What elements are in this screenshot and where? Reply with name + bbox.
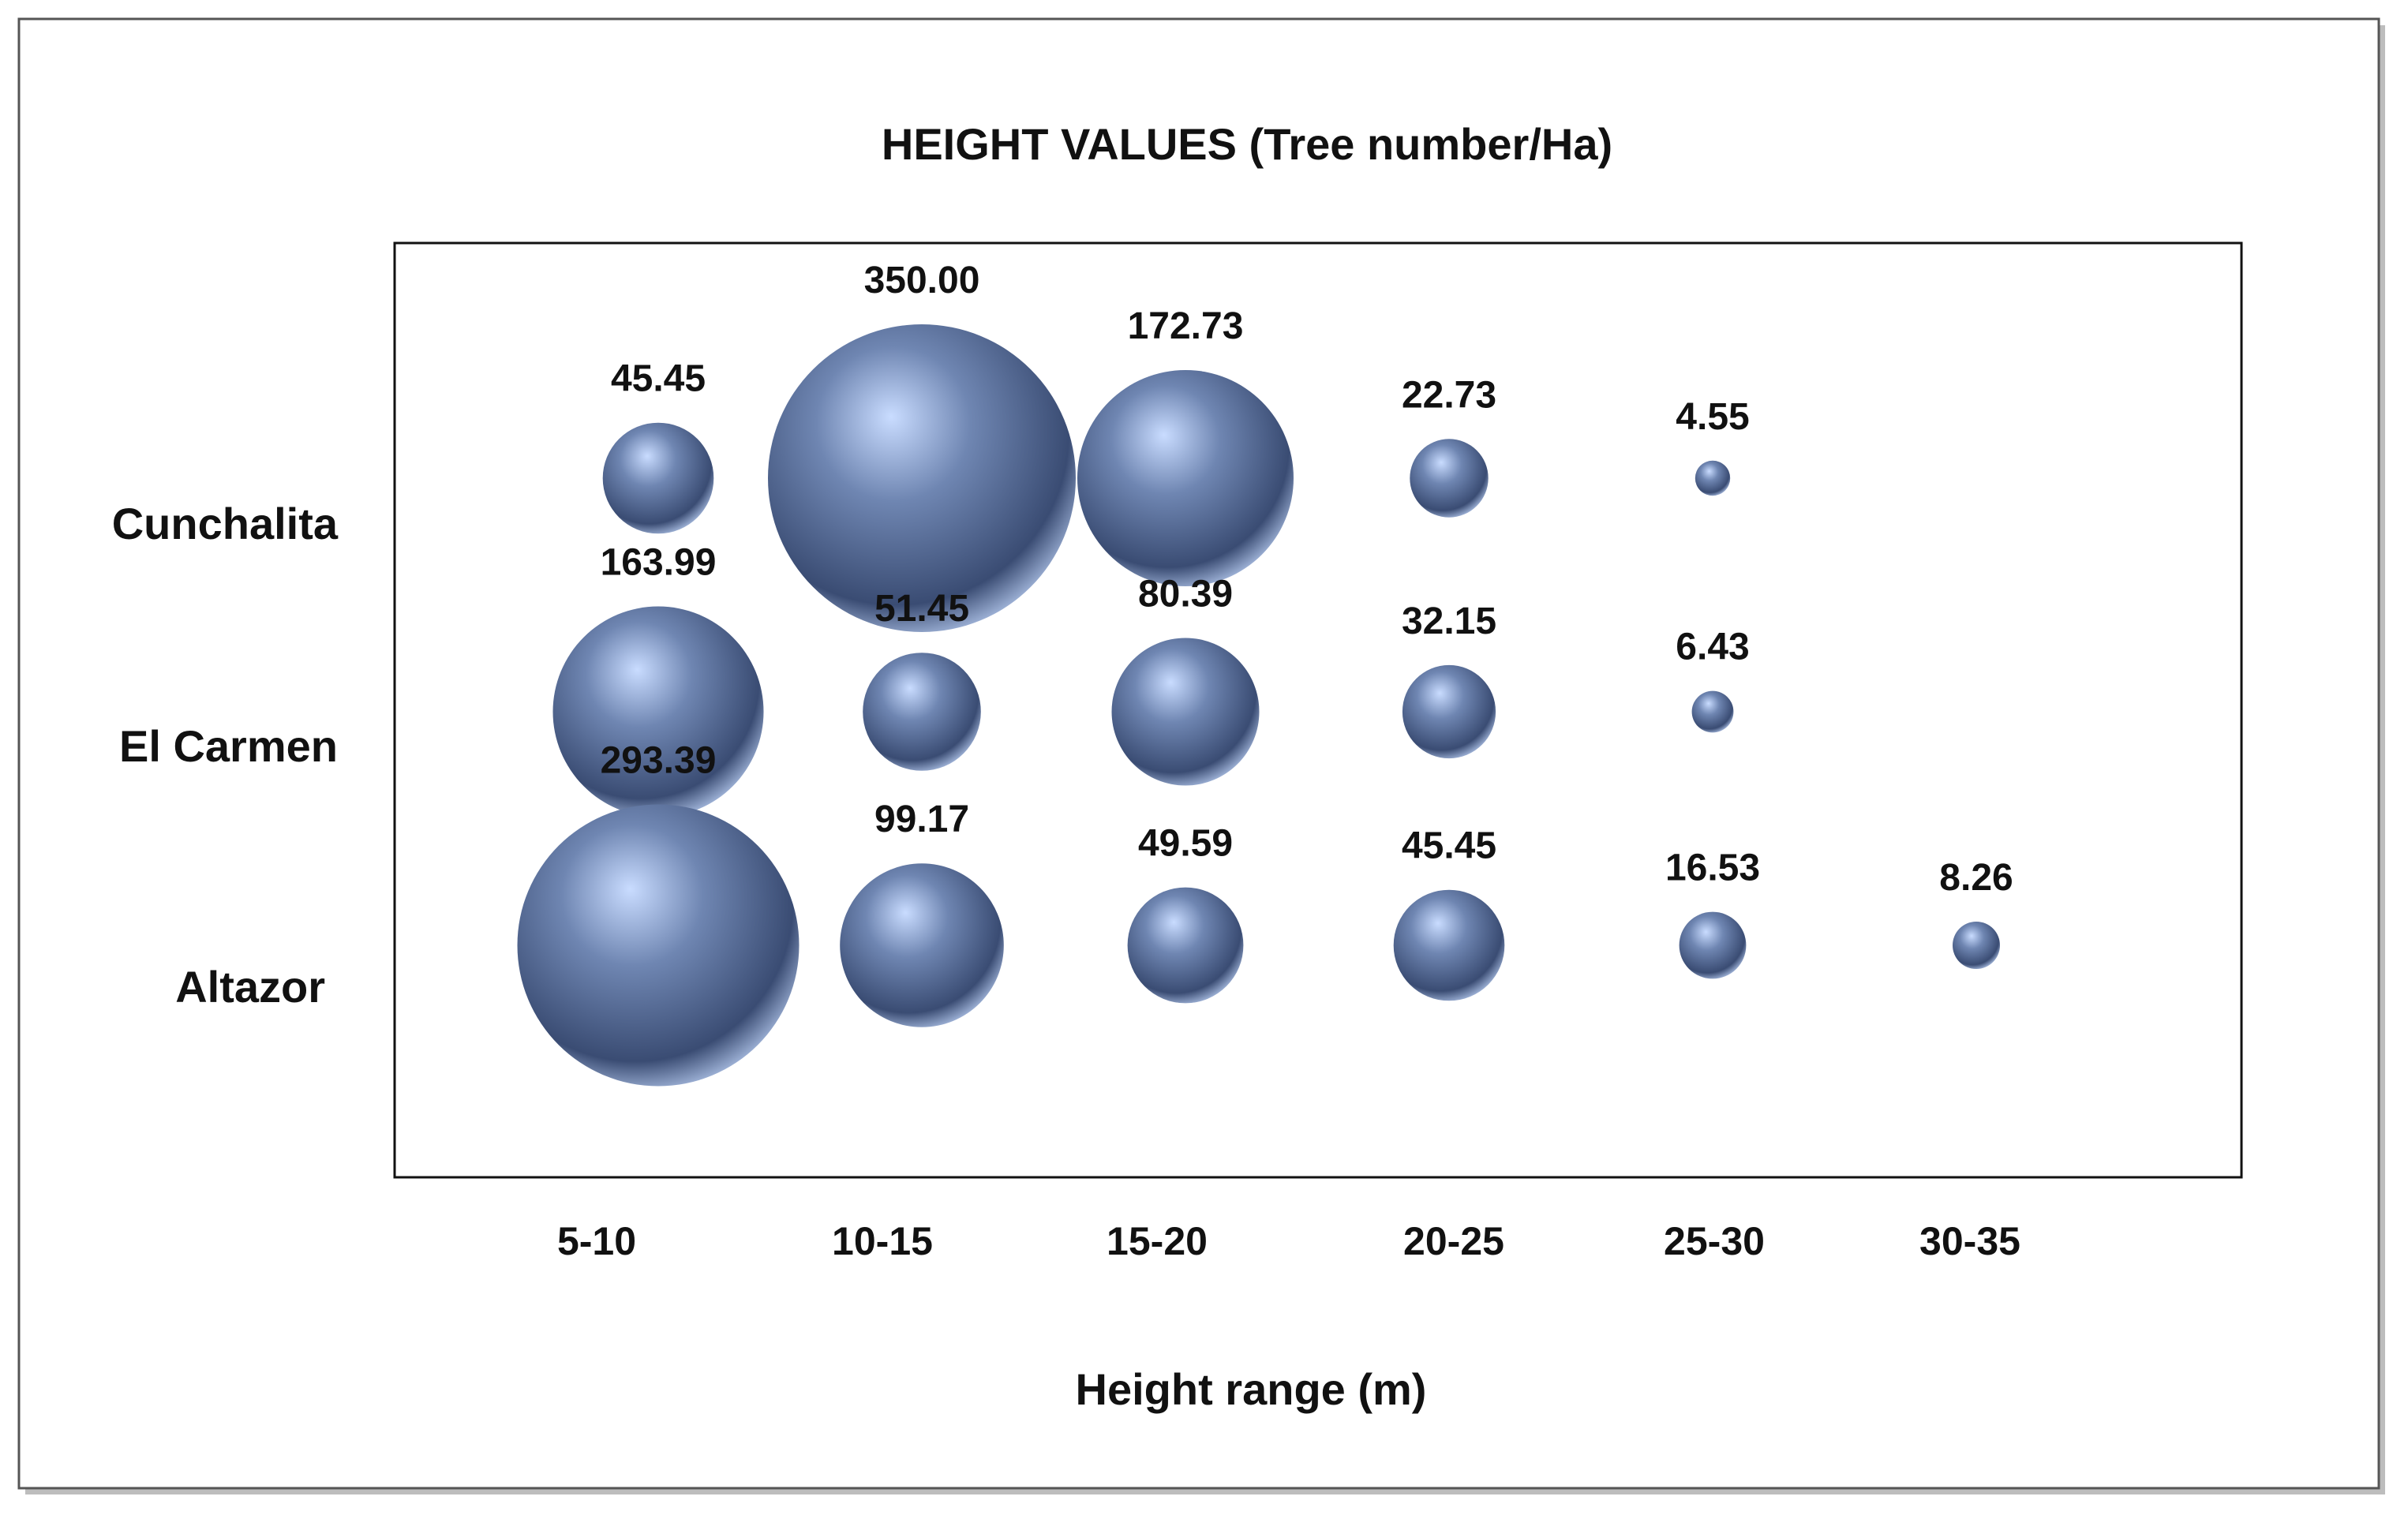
bubble-cunchalita-5-10 — [602, 422, 714, 534]
y-row-label: El Carmen — [119, 721, 338, 771]
bubble-altazor-25-30 — [1679, 911, 1747, 979]
data-label: 4.55 — [1676, 396, 1749, 438]
data-label: 22.73 — [1402, 374, 1496, 416]
y-row-label: Altazor — [175, 962, 325, 1012]
x-tick-label: 30-35 — [1919, 1219, 2020, 1263]
data-label: 45.45 — [611, 358, 706, 400]
bubble-altazor-5-10 — [517, 804, 800, 1087]
x-tick-label: 20-25 — [1403, 1219, 1504, 1263]
data-label: 80.39 — [1138, 574, 1233, 615]
bubble-cunchalita-10-15 — [768, 324, 1076, 632]
data-label: 32.15 — [1402, 600, 1496, 642]
bubble-altazor-20-25 — [1393, 889, 1505, 1001]
bubble-altazor-15-20 — [1127, 887, 1244, 1004]
data-label: 350.00 — [864, 260, 980, 301]
data-label: 99.17 — [874, 799, 969, 840]
bubble-el-carmen-5-10 — [552, 606, 764, 817]
data-label: 49.59 — [1138, 823, 1233, 865]
x-tick-label: 5-10 — [557, 1219, 636, 1263]
data-label: 45.45 — [1402, 825, 1496, 867]
chart-title: HEIGHT VALUES (Tree number/Ha) — [882, 119, 1612, 169]
y-row-label: Cunchalita — [112, 499, 339, 548]
data-label: 16.53 — [1665, 847, 1760, 889]
data-label: 172.73 — [1128, 305, 1244, 347]
bubble-el-carmen-25-30 — [1691, 690, 1734, 733]
data-label: 51.45 — [874, 588, 969, 630]
labels-layer: 45.45 350.00 172.73 22.73 4.55 163.99 51.45 80.… — [112, 260, 2020, 1263]
data-label: 8.26 — [1939, 857, 2013, 899]
bubble-altazor-30-35 — [1953, 922, 2000, 969]
x-tick-label: 25-30 — [1664, 1219, 1765, 1263]
data-label: 293.39 — [601, 740, 717, 782]
data-label: 6.43 — [1676, 627, 1749, 668]
bubble-el-carmen-15-20 — [1111, 638, 1260, 786]
bubble-altazor-10-15 — [840, 863, 1004, 1027]
x-axis-title: Height range (m) — [1076, 1364, 1427, 1414]
x-tick-label: 15-20 — [1107, 1219, 1208, 1263]
data-label: 163.99 — [601, 542, 717, 584]
bubble-cunchalita-20-25 — [1410, 439, 1489, 518]
bubbles-layer — [517, 324, 2000, 1087]
bubble-el-carmen-10-15 — [863, 653, 981, 771]
bubble-cunchalita-25-30 — [1695, 460, 1731, 496]
bubble-cunchalita-15-20 — [1077, 370, 1294, 586]
bubble-el-carmen-20-25 — [1402, 664, 1496, 759]
x-tick-label: 10-15 — [832, 1219, 933, 1263]
